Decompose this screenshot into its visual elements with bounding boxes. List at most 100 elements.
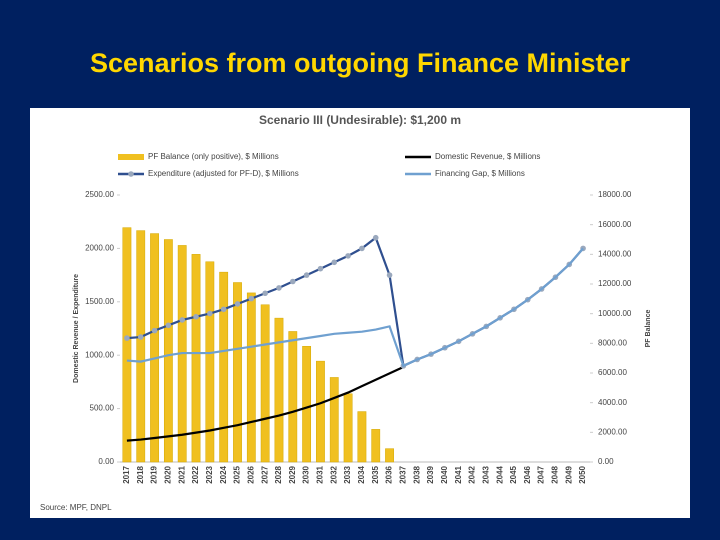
x-tick-label: 2022 (191, 465, 200, 483)
x-tick-label: 2030 (302, 465, 311, 483)
bar (219, 271, 229, 463)
marker (137, 334, 144, 340)
y2-tick-label: 6000.00 (598, 368, 627, 377)
y-axis-label: Domestic Revenue / Expenditure (73, 274, 80, 383)
x-tick-label: 2045 (509, 465, 518, 483)
y2-tick-label: 4000.00 (598, 398, 627, 407)
x-tick-label: 2017 (122, 465, 131, 483)
marker (234, 301, 241, 307)
bar (163, 239, 173, 463)
source: Source: MPF, DNPL (40, 503, 112, 512)
y2-tick-label: 0.00 (598, 457, 614, 466)
marker (248, 295, 255, 302)
x-tick-label: 2031 (316, 465, 325, 483)
x-tick-label: 2039 (426, 465, 435, 483)
x-tick-label: 2044 (495, 465, 504, 483)
marker (372, 234, 379, 241)
x-tick-label: 2049 (564, 465, 573, 483)
marker (276, 285, 282, 291)
x-tick-label: 2050 (578, 465, 587, 483)
marker (289, 278, 296, 285)
x-tick-label: 2024 (219, 465, 228, 483)
bar (260, 304, 270, 463)
x-tick-label: 2040 (440, 465, 449, 483)
marker (220, 306, 227, 313)
bar (205, 261, 215, 463)
bar (385, 448, 394, 463)
marker (359, 245, 365, 252)
bar (122, 227, 132, 463)
legend-marker (128, 171, 134, 177)
legend-label: Financing Gap, $ Millions (435, 169, 525, 178)
marker (317, 265, 324, 272)
bar (191, 254, 201, 463)
bar (343, 393, 353, 463)
x-tick-label: 2036 (385, 465, 394, 483)
chart-title: Scenario III (Undesirable): $1,200 m (259, 113, 461, 127)
x-tick-label: 2034 (357, 465, 366, 483)
x-tick-label: 2048 (551, 465, 560, 483)
marker (193, 313, 199, 320)
y2-tick-label: 12000.00 (598, 279, 632, 288)
marker (303, 272, 310, 278)
y-tick-label: 500.00 (90, 404, 115, 413)
bar (136, 230, 146, 463)
bar (357, 411, 367, 463)
marker (179, 317, 186, 323)
x-tick-label: 2037 (398, 465, 407, 483)
x-tick-label: 2027 (260, 465, 269, 483)
line (126, 365, 404, 442)
bar (329, 377, 339, 463)
y-tick-label: 0.00 (98, 457, 114, 466)
x-tick-label: 2043 (481, 465, 490, 483)
x-tick-label: 2023 (205, 465, 214, 483)
x-tick-label: 2019 (150, 465, 159, 483)
x-tick-label: 2020 (163, 465, 172, 483)
x-tick-label: 2029 (288, 465, 297, 483)
marker (124, 335, 130, 341)
marker (345, 253, 351, 259)
marker (331, 259, 338, 266)
y2-axis-label: PF Balance (645, 310, 652, 348)
x-tick-label: 2046 (523, 465, 532, 483)
x-tick-label: 2042 (468, 465, 477, 483)
y-tick-label: 2500.00 (85, 190, 114, 199)
chart: Scenario III (Undesirable): $1,200 m Sou… (30, 108, 690, 518)
x-tick-label: 2047 (537, 465, 546, 483)
y-tick-label: 1000.00 (85, 350, 114, 359)
marker (151, 327, 158, 334)
legend-swatch (118, 154, 144, 160)
bar (371, 429, 381, 463)
x-tick-label: 2032 (329, 465, 338, 483)
x-tick-label: 2038 (412, 465, 421, 483)
y2-tick-label: 10000.00 (598, 309, 632, 318)
bar (233, 282, 242, 463)
x-tick-label: 2033 (343, 465, 352, 483)
marker (262, 290, 268, 297)
x-tick-label: 2026 (246, 465, 255, 483)
x-tick-label: 2041 (454, 465, 463, 483)
x-tick-label: 2025 (233, 465, 242, 483)
y-tick-label: 1500.00 (85, 297, 114, 306)
bar (302, 346, 312, 463)
y2-tick-label: 14000.00 (598, 249, 632, 258)
y2-tick-label: 18000.00 (598, 190, 632, 199)
legend-label: PF Balance (only positive), $ Millions (148, 152, 279, 161)
y2-tick-label: 16000.00 (598, 220, 632, 229)
x-tick-label: 2021 (177, 465, 186, 483)
marker (165, 322, 172, 329)
bar (274, 317, 284, 463)
marker (207, 310, 213, 317)
slide-title: Scenarios from outgoing Finance Minister (89, 48, 631, 78)
bar (246, 292, 256, 463)
y2-tick-label: 8000.00 (598, 338, 627, 347)
legend-label: Expenditure (adjusted for PF-D), $ Milli… (148, 169, 299, 178)
line (126, 247, 584, 368)
x-tick-label: 2035 (371, 465, 380, 483)
bar (288, 331, 298, 463)
legend-label: Domestic Revenue, $ Millions (435, 152, 540, 161)
bar (150, 233, 159, 463)
y2-tick-label: 2000.00 (598, 427, 627, 436)
marker (386, 272, 393, 278)
